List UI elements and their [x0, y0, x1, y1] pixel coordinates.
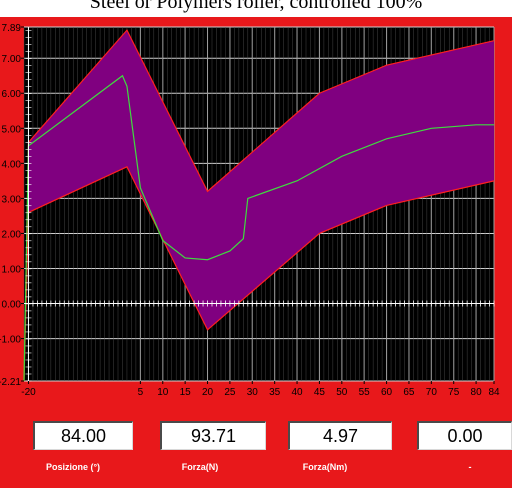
x-tick-label: 45: [314, 387, 326, 398]
plot-canvas: -2.21 -1.00 0.00 1.00 2.00 3.00 4.00 5.00 6.00 7.…: [0, 23, 500, 398]
x-tick-label: 70: [426, 387, 438, 398]
x-tick-label: 20: [202, 387, 214, 398]
x-tick-label: 80: [471, 387, 483, 398]
force-caption: Forza(N): [181, 462, 219, 472]
y-tick-label: 2.00: [2, 229, 22, 240]
x-tick-label: 50: [336, 387, 348, 398]
torque-readout: 4.97: [288, 421, 392, 450]
extra-readout: 0.00: [417, 421, 512, 450]
x-tick-label: 60: [381, 387, 393, 398]
x-tick-label: 30: [247, 387, 259, 398]
y-tick-label: 0.00: [2, 300, 22, 311]
chart-window-title: Steel or Polymers roller, controlled 100…: [89, 0, 423, 13]
y-tick-label: 5.00: [2, 124, 22, 135]
x-tick-label: 35: [269, 387, 281, 398]
torque-caption: Forza(Nm): [302, 462, 348, 472]
x-tick-label: 5: [138, 387, 144, 398]
x-tick-label: 15: [180, 387, 192, 398]
tolerance-band: [24, 30, 494, 382]
x-tick-label: 65: [403, 387, 415, 398]
y-tick-label: 4.00: [2, 159, 22, 170]
extra-caption: -: [468, 462, 472, 472]
x-tick-label: 55: [359, 387, 371, 398]
y-tick-label: 3.00: [2, 194, 22, 205]
x-tick-label: -20: [21, 387, 36, 398]
y-tick-label: 7.00: [2, 54, 22, 65]
y-tick-label: 6.00: [2, 89, 22, 100]
plot-frame: -2.21 -1.00 0.00 1.00 2.00 3.00 4.00 5.00 6.00 7.…: [0, 17, 512, 409]
y-tick-label: 1.00: [2, 264, 22, 275]
readout-panel: 84.00 Posizione (°) 93.71 Forza(N) 4.97 …: [0, 409, 512, 488]
y-tick-label: -1.00: [0, 335, 21, 346]
x-tick-label: 75: [448, 387, 460, 398]
y-tick-label: 7.89: [2, 23, 22, 34]
x-tick-label: 84: [488, 387, 500, 398]
x-tick-label: 25: [224, 387, 236, 398]
measured-line: [23, 74, 494, 382]
position-readout: 84.00: [33, 421, 133, 450]
force-readout: 93.71: [160, 421, 266, 450]
position-caption: Posizione (°): [45, 462, 101, 472]
x-tick-label: 10: [157, 387, 169, 398]
x-tick-label: 40: [291, 387, 303, 398]
y-tick-label: -2.21: [0, 377, 21, 388]
